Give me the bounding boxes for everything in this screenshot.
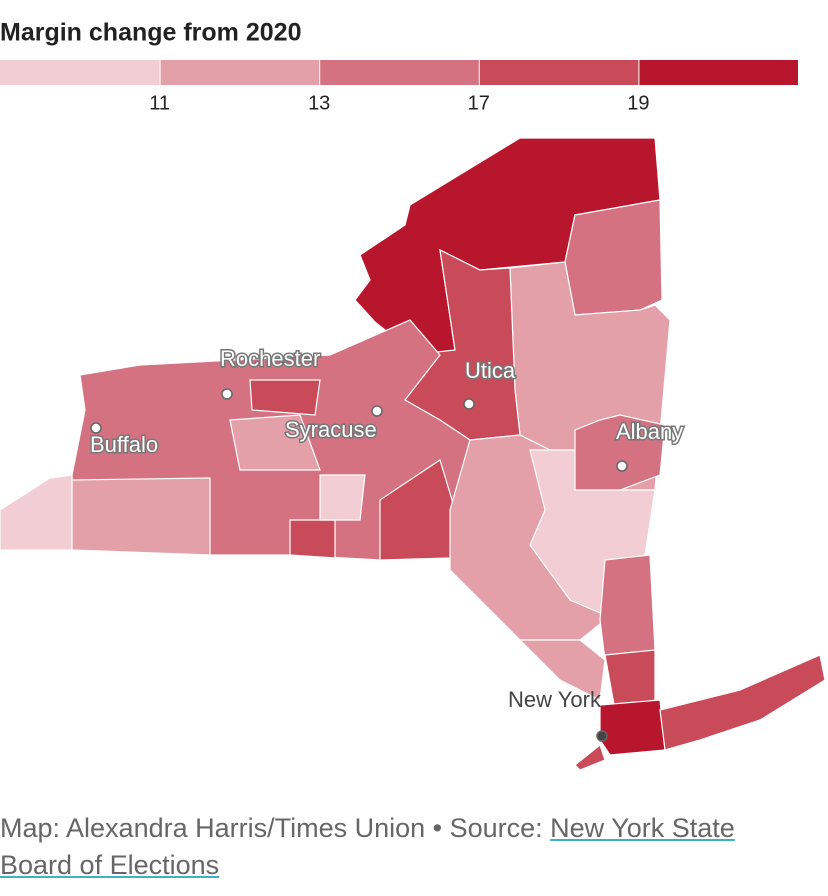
footer: Map: Alexandra Harris/Times Union • Sour… <box>0 810 800 884</box>
region <box>574 414 666 491</box>
city-label: Syracuse <box>285 417 377 442</box>
city-dot <box>371 405 383 417</box>
region <box>564 199 663 316</box>
legend-swatch <box>479 60 639 85</box>
city-label: Rochester <box>220 346 320 371</box>
legend-tick-label: 19 <box>627 92 649 114</box>
region <box>659 654 826 751</box>
legend-swatch <box>160 60 320 85</box>
city-label: Buffalo <box>90 432 158 457</box>
city-dot <box>463 398 475 410</box>
region <box>71 477 211 556</box>
source-link[interactable]: New York State Board of Elections <box>0 813 735 880</box>
city-dot <box>221 388 233 400</box>
city-label: Albany <box>616 419 683 444</box>
credit: Map: Alexandra Harris/Times Union • Sour… <box>0 813 551 843</box>
region <box>0 474 73 551</box>
region <box>319 474 366 521</box>
region <box>289 519 336 559</box>
city-dot <box>596 730 608 742</box>
city-dot <box>616 460 628 472</box>
cities <box>90 388 628 742</box>
region <box>599 554 656 661</box>
city-label: New York <box>508 687 602 712</box>
legend: 11 13 17 19 <box>0 60 798 114</box>
city-dot <box>90 422 102 434</box>
legend-swatch <box>639 60 798 85</box>
region <box>574 743 606 771</box>
title: Margin change from 2020 <box>0 19 301 47</box>
city-label: Utica <box>465 358 516 383</box>
region <box>518 639 606 701</box>
legend-tick-label: 13 <box>308 92 330 114</box>
region <box>354 137 661 359</box>
region <box>249 379 321 416</box>
state-map <box>0 137 826 771</box>
region <box>229 414 321 471</box>
map-figure: Margin change from 2020 11 13 17 19 Rochest… <box>0 19 826 771</box>
legend-tick-label: 11 <box>149 92 170 114</box>
region <box>599 699 666 756</box>
legend-tick-label: 17 <box>468 92 490 114</box>
legend-swatch <box>0 60 160 85</box>
legend-swatch <box>320 60 479 85</box>
